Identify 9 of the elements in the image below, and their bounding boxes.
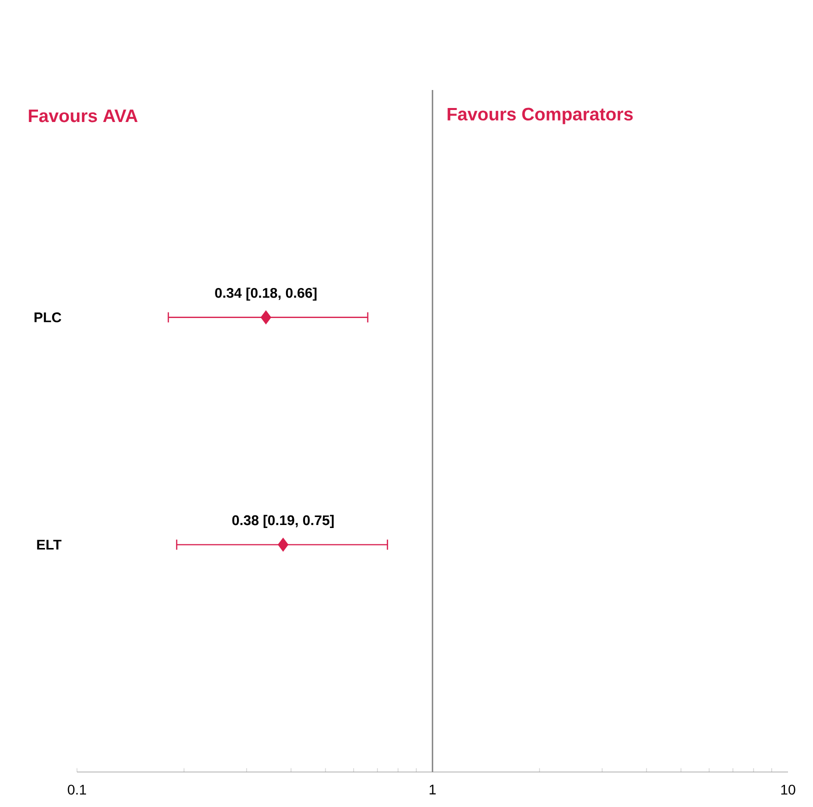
annotation: Favours Comparators — [448, 108, 633, 124]
data-label: 0.38 [0.19, 0.75] — [232, 514, 334, 528]
x-tick-label: 0.1 — [68, 784, 86, 795]
x-tick-label: 10 — [781, 784, 796, 795]
y-tick-label: PLC — [34, 312, 62, 322]
data-label: 0.34 [0.18, 0.66] — [215, 288, 316, 301]
x-tick-label: 1 — [430, 784, 436, 794]
annotation: Favours AVA — [28, 110, 138, 122]
y-tick-label: ELT — [37, 540, 62, 550]
